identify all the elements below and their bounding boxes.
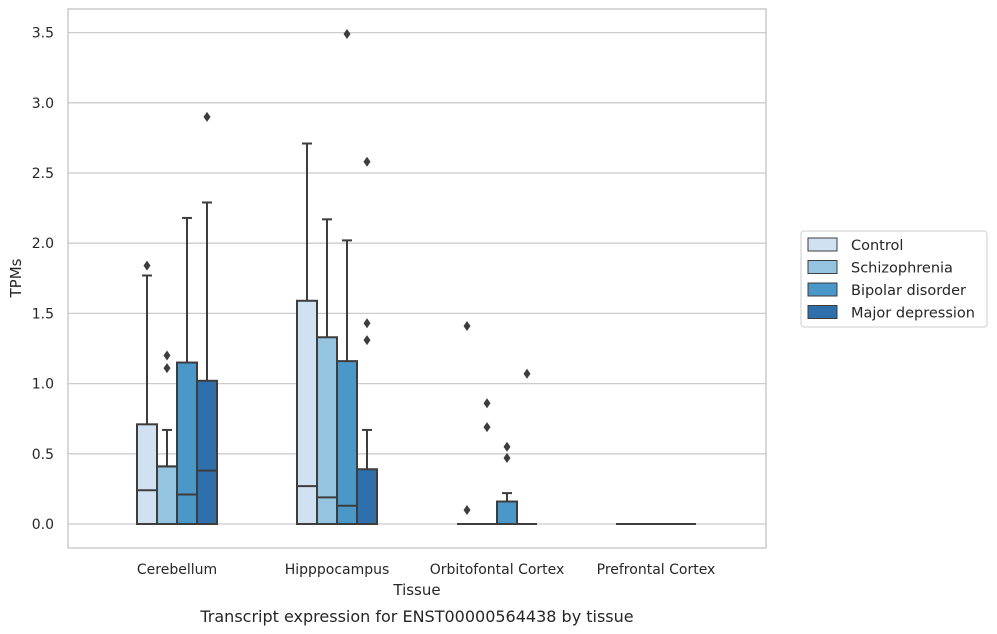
y-tick-label: 1.0 <box>32 377 54 393</box>
legend-label: Major depression <box>851 306 975 322</box>
legend-swatch <box>807 237 838 252</box>
outlier-point <box>343 29 351 40</box>
outlier-point <box>503 453 511 464</box>
box-major-depression-0 <box>196 111 218 525</box>
y-tick-label: 2.0 <box>32 236 54 252</box>
box-schizophrenia-0 <box>156 350 178 526</box>
gridlines <box>68 31 766 525</box>
boxes <box>136 29 696 526</box>
y-tick-label: 1.5 <box>32 306 54 322</box>
box-schizophrenia-2 <box>477 398 497 525</box>
box-bipolar-disorder-0 <box>176 216 198 526</box>
legend-swatch <box>807 260 838 274</box>
x-axis-title: Tissue <box>392 581 440 599</box>
outlier-point <box>463 504 471 515</box>
box-body <box>336 360 358 525</box>
x-tick-labels: Cerebellum Hipppocampus Orbitofontal Corte… <box>137 562 715 578</box>
box-body <box>316 336 338 525</box>
box-body <box>196 379 218 525</box>
y-axis-title: TPMs <box>7 258 25 298</box>
legend-label: Bipolar disorder <box>851 283 966 299</box>
box-control-0 <box>136 260 158 526</box>
chart-caption: Transcript expression for ENST0000056443… <box>199 607 633 626</box>
outlier-point <box>483 398 491 409</box>
y-tick-labels: 0.0 0.5 1.0 1.5 2.0 2.5 3.0 3.5 <box>32 26 54 533</box>
outlier-point <box>163 350 171 361</box>
x-tick-label: Prefrontal Cortex <box>597 562 716 578</box>
x-tick-label: Orbitofontal Cortex <box>430 562 565 578</box>
outlier-point <box>143 260 151 271</box>
y-tick-label: 0.5 <box>32 447 54 463</box>
x-tick-label: Hipppocampus <box>285 562 390 578</box>
x-tick-label: Cerebellum <box>137 562 217 578</box>
box-body <box>356 468 378 525</box>
box-body <box>296 299 318 525</box>
box-control-2 <box>457 321 477 525</box>
box-major-depression-1 <box>356 156 378 525</box>
box-control-1 <box>296 142 318 525</box>
box-bipolar-disorder-2 <box>496 441 518 526</box>
outlier-point <box>203 111 211 122</box>
outlier-point <box>363 156 371 167</box>
box-body <box>156 465 178 526</box>
box-body <box>496 500 518 526</box>
outlier-point <box>163 363 171 374</box>
legend-swatch <box>807 305 838 319</box>
outlier-point <box>523 368 531 379</box>
legend-swatch <box>807 282 838 297</box>
y-tick-label: 0.0 <box>32 517 54 533</box>
box-bipolar-disorder-1 <box>336 29 358 525</box>
box-major-depression-2 <box>517 368 537 525</box>
legend-frame <box>800 230 988 328</box>
box-schizophrenia-1 <box>316 218 338 525</box>
box-body <box>176 361 198 526</box>
legend-label: Schizophrenia <box>851 261 953 277</box>
legend: Control Schizophrenia Bipolar disorder Majo… <box>800 230 988 328</box>
y-tick-label: 2.5 <box>32 166 54 182</box>
box-body <box>136 423 158 526</box>
outlier-point <box>503 441 511 452</box>
legend-label: Control <box>851 238 903 254</box>
outlier-point <box>483 422 491 433</box>
outlier-point <box>363 335 371 346</box>
outlier-point <box>363 318 371 329</box>
y-tick-label: 3.0 <box>32 96 54 112</box>
outlier-point <box>463 321 471 332</box>
plot-frame <box>67 8 767 549</box>
y-tick-label: 3.5 <box>32 26 54 42</box>
